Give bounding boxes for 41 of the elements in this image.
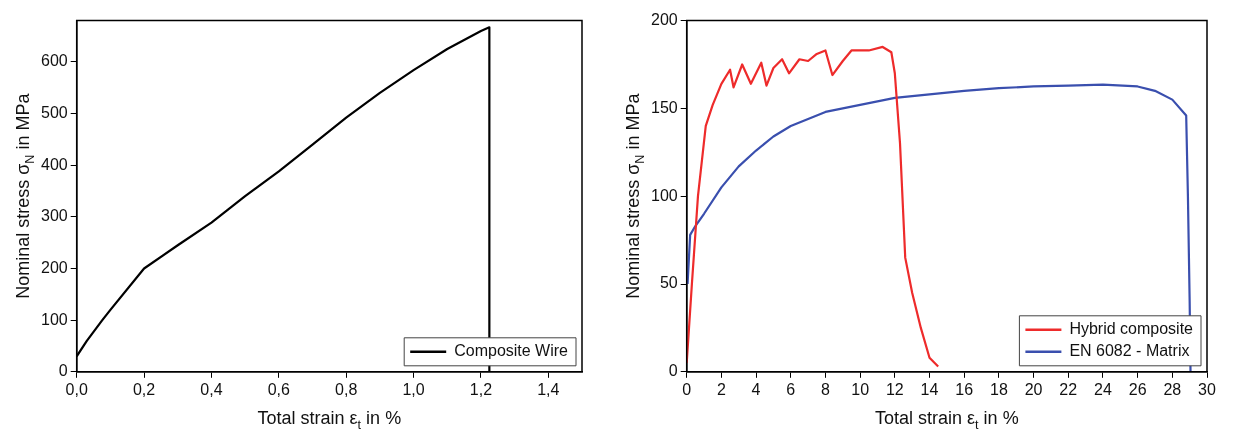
y-tick-label: 400: [40, 155, 68, 173]
x-tick-label: 18: [989, 380, 1008, 398]
legend-label: Composite Wire: [454, 342, 569, 360]
y-tick-label: 100: [650, 186, 678, 204]
x-tick-label: 0,6: [267, 380, 291, 398]
x-tick-label: 26: [1128, 380, 1147, 398]
y-tick-label: 50: [659, 274, 678, 292]
y-axis-title: Nominal stress σN in MPa: [12, 92, 37, 299]
legend-label: EN 6082 - Matrix: [1069, 342, 1190, 360]
y-tick-label: 500: [40, 103, 68, 121]
y-axis-title: Nominal stress σN in MPa: [622, 92, 647, 299]
x-tick-label: 1,4: [537, 380, 560, 398]
x-tick-label: 20: [1024, 380, 1043, 398]
x-tick-label: 0,8: [335, 380, 358, 398]
y-tick-label: 200: [40, 258, 68, 276]
x-tick-label: 10: [851, 380, 870, 398]
y-tick-label: 0: [58, 362, 68, 380]
x-tick-label: 24: [1094, 380, 1112, 398]
x-tick-label: 30: [1198, 380, 1216, 398]
y-tick-label: 300: [40, 207, 68, 225]
legend-label: Hybrid composite: [1069, 320, 1194, 338]
x-tick-label: 14: [920, 380, 939, 398]
x-tick-label: 0: [682, 380, 692, 398]
y-tick-label: 150: [650, 98, 678, 116]
y-tick-label: 200: [650, 11, 678, 29]
x-tick-label: 6: [786, 380, 796, 398]
x-tick-label: 0,4: [200, 380, 223, 398]
x-tick-label: 12: [885, 380, 904, 398]
y-tick-label: 600: [40, 52, 68, 70]
x-tick-label: 0,2: [132, 380, 156, 398]
x-tick-label: 4: [751, 380, 761, 398]
x-tick-label: 1,0: [402, 380, 425, 398]
y-tick-label: 0: [668, 362, 678, 380]
x-tick-label: 16: [955, 380, 974, 398]
y-tick-label: 100: [40, 310, 68, 328]
x-tick-label: 1,2: [469, 380, 493, 398]
x-tick-label: 2: [716, 380, 726, 398]
x-tick-label: 22: [1059, 380, 1078, 398]
x-tick-label: 28: [1163, 380, 1182, 398]
x-tick-label: 8: [820, 380, 830, 398]
x-tick-label: 0,0: [65, 380, 88, 398]
